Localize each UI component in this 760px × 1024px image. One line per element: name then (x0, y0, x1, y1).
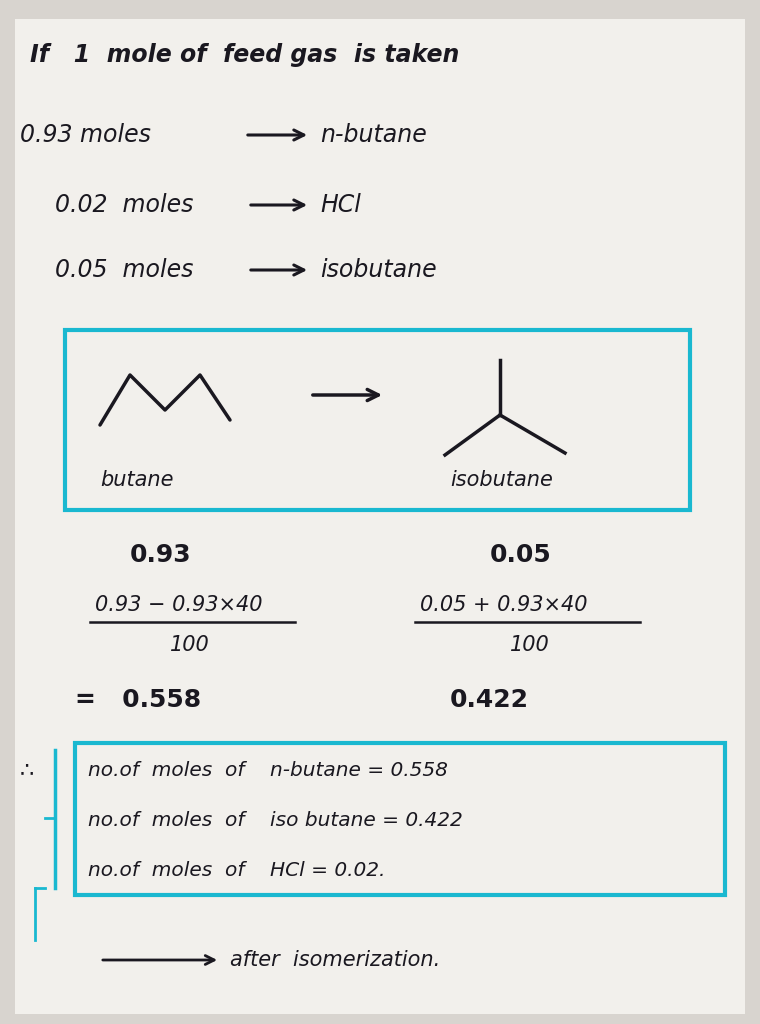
Text: no.of  moles  of    HCl = 0.02.: no.of moles of HCl = 0.02. (88, 860, 385, 880)
Bar (65, 330, 690, 510)
Text: 0.05 + 0.93×40: 0.05 + 0.93×40 (420, 595, 587, 615)
Text: isobutane: isobutane (320, 258, 437, 282)
Text: 0.02  moles: 0.02 moles (55, 193, 193, 217)
Text: 0.93 moles: 0.93 moles (20, 123, 151, 147)
Text: If   1  mole of  feed gas  is taken: If 1 mole of feed gas is taken (30, 43, 459, 67)
Text: ∴: ∴ (20, 760, 34, 780)
Text: 100: 100 (170, 635, 210, 655)
Text: HCl: HCl (320, 193, 361, 217)
Text: no.of  moles  of    n-butane = 0.558: no.of moles of n-butane = 0.558 (88, 761, 448, 779)
Text: 0.05  moles: 0.05 moles (55, 258, 193, 282)
Text: =   0.558: = 0.558 (75, 688, 201, 712)
FancyBboxPatch shape (15, 19, 745, 1014)
Text: 0.93: 0.93 (130, 543, 192, 567)
Text: n-butane: n-butane (320, 123, 427, 147)
Text: no.of  moles  of    iso butane = 0.422: no.of moles of iso butane = 0.422 (88, 811, 463, 829)
Text: 0.05: 0.05 (490, 543, 552, 567)
Text: 100: 100 (510, 635, 549, 655)
Text: 0.422: 0.422 (450, 688, 529, 712)
Text: 0.93 − 0.93×40: 0.93 − 0.93×40 (95, 595, 262, 615)
Text: after  isomerization.: after isomerization. (230, 950, 440, 970)
Text: isobutane: isobutane (450, 470, 553, 490)
Text: butane: butane (100, 470, 173, 490)
Bar (75, 743, 725, 895)
